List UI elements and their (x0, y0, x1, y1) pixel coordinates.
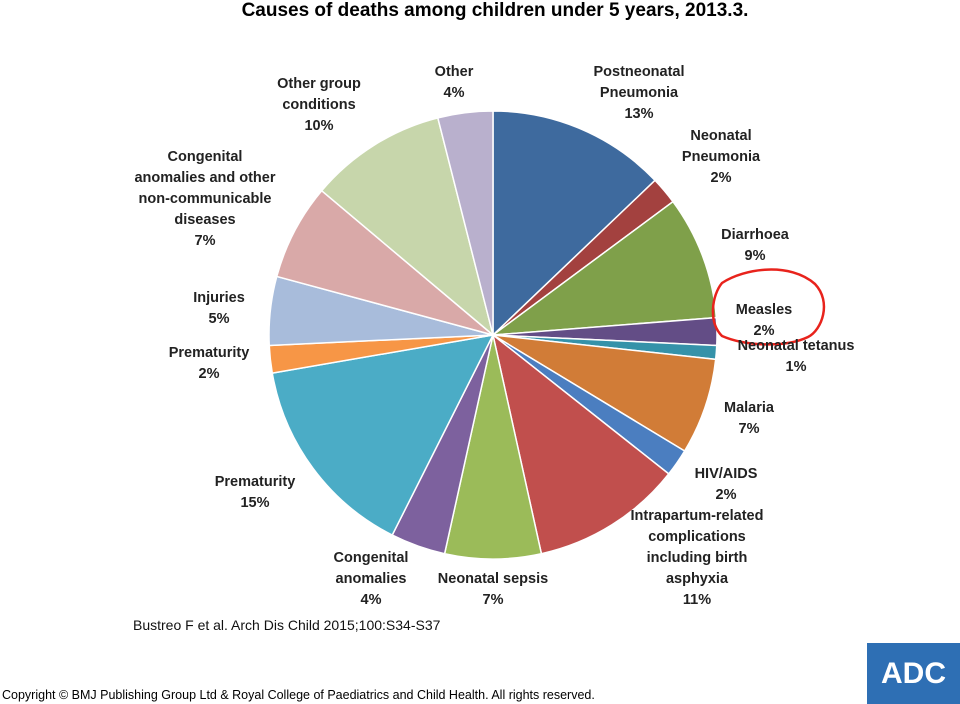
measles-highlight-annotation (711, 268, 826, 346)
slice-label: Malaria 7% (724, 398, 774, 440)
pie-slice (490, 200, 718, 336)
slice-label: Neonatal Pneumonia 2% (682, 126, 760, 189)
slice-label-line: 4% (360, 592, 382, 608)
slice-label-line: asphyxia (665, 571, 729, 587)
adc-logo: ADC (867, 643, 960, 704)
pie-slice (491, 333, 670, 555)
slice-label-line: Other (434, 64, 474, 80)
pie-slice (271, 334, 495, 537)
slice-label: Other 4% (435, 62, 474, 104)
slice-label-line: including birth (646, 550, 748, 566)
slice-label-line: Malaria (724, 400, 774, 416)
slice-label-line: conditions (282, 97, 356, 113)
slice-label-line: 15% (240, 495, 270, 511)
slice-label-line: Neonatal tetanus (737, 338, 855, 354)
slice-label-line: HIV/AIDS (694, 466, 758, 482)
pie-slice (320, 116, 495, 338)
slice-label-line: Neonatal (690, 128, 752, 144)
slice-label: Diarrhoea 9% (721, 225, 789, 267)
slice-label-line: 4% (443, 85, 465, 101)
slice-label: Intrapartum-related complications includin… (631, 506, 764, 611)
pie-slice (436, 110, 494, 336)
slice-label-line: 10% (304, 118, 334, 134)
slice-label: Neonatal tetanus 1% (738, 336, 855, 378)
slice-label-line: 1% (785, 359, 807, 375)
slice-label: HIV/AIDS 2% (695, 464, 758, 506)
slice-label-line: 7% (738, 421, 760, 437)
slice-label: Neonatal sepsis 7% (438, 569, 548, 611)
slice-label-line: Pneumonia (599, 85, 679, 101)
slice-label-line: Neonatal sepsis (437, 571, 549, 587)
slice-label: Measles 2% (736, 300, 792, 342)
slice-label-line: Other group (277, 76, 361, 92)
slice-label-line: diseases (174, 212, 236, 228)
citation: Bustreo F et al. Arch Dis Child 2015;100… (133, 617, 441, 633)
slice-label: Prematurity 15% (215, 472, 296, 514)
slice-label-line: 11% (682, 592, 712, 608)
slice-label-line: non-communicable (138, 191, 272, 207)
slice-label-line: 13% (624, 106, 654, 122)
slice-label-line: 2% (710, 170, 732, 186)
slice-label-line: Intrapartum-related (630, 508, 764, 524)
slice-label-line: complications (648, 529, 746, 545)
slice-label-line: 2% (753, 323, 775, 339)
pie-slice (492, 110, 657, 337)
slice-label-line: Prematurity (168, 345, 250, 361)
slice-label-line: Diarrhoea (721, 227, 789, 243)
slice-label: Congenital anomalies 4% (334, 548, 409, 611)
slice-label-line: 2% (198, 366, 220, 382)
slice-label-line: Postneonatal (593, 64, 685, 80)
slice-label-line: Prematurity (214, 474, 296, 490)
slice-label-line: 7% (482, 592, 504, 608)
slice-label: Congenital anomalies and other non-communi… (134, 147, 275, 252)
slice-label-line: Injuries (193, 290, 245, 306)
slice-label-line: anomalies and other (134, 170, 276, 186)
slice-label-line: 5% (208, 311, 230, 327)
copyright-notice: Copyright © BMJ Publishing Group Ltd & R… (2, 688, 595, 702)
chart-title: Causes of deaths among children under 5 … (241, 0, 749, 21)
slice-label-line: 2% (715, 487, 737, 503)
slice-label: Prematurity 2% (169, 343, 250, 385)
slice-label: Injuries 5% (193, 288, 245, 330)
slice-label-line: Measles (735, 302, 793, 318)
slice-label-line: anomalies (335, 571, 407, 587)
slice-label-line: Congenital (333, 550, 409, 566)
slice-label: Postneonatal Pneumonia 13% (593, 62, 684, 125)
slice-label: Other group conditions 10% (277, 74, 361, 137)
slice-label-line: 7% (194, 233, 216, 249)
slice-label-line: 9% (744, 248, 766, 264)
slice-label-line: Congenital (167, 149, 243, 165)
slice-label-line: Pneumonia (681, 149, 761, 165)
